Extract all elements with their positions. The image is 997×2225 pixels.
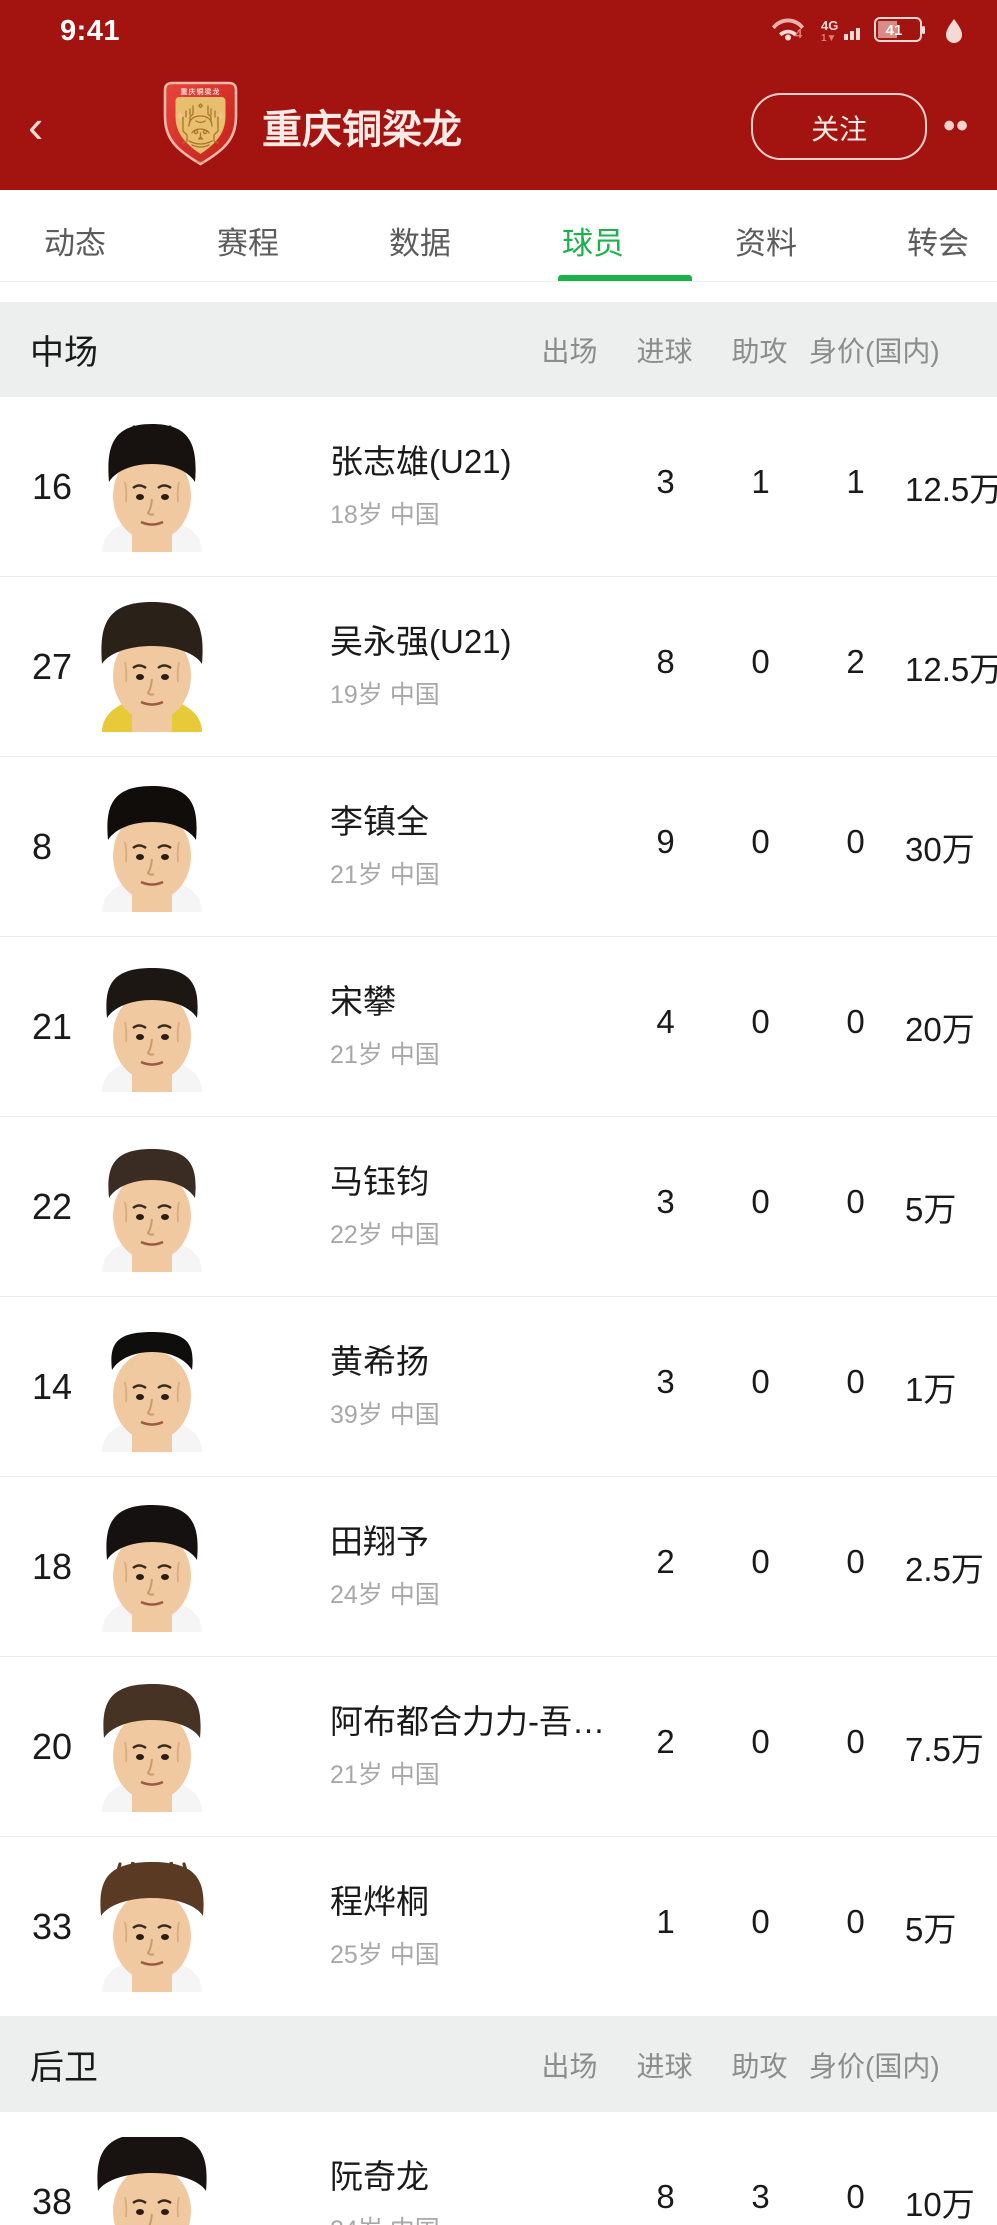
- svg-text:2001: 2001: [196, 159, 206, 164]
- svg-text:41: 41: [886, 22, 903, 39]
- svg-text:4: 4: [795, 26, 803, 41]
- svg-text:1▼: 1▼: [821, 33, 836, 42]
- svg-text:重庆铜梁龙: 重庆铜梁龙: [181, 87, 221, 96]
- svg-text:4G: 4G: [821, 20, 838, 33]
